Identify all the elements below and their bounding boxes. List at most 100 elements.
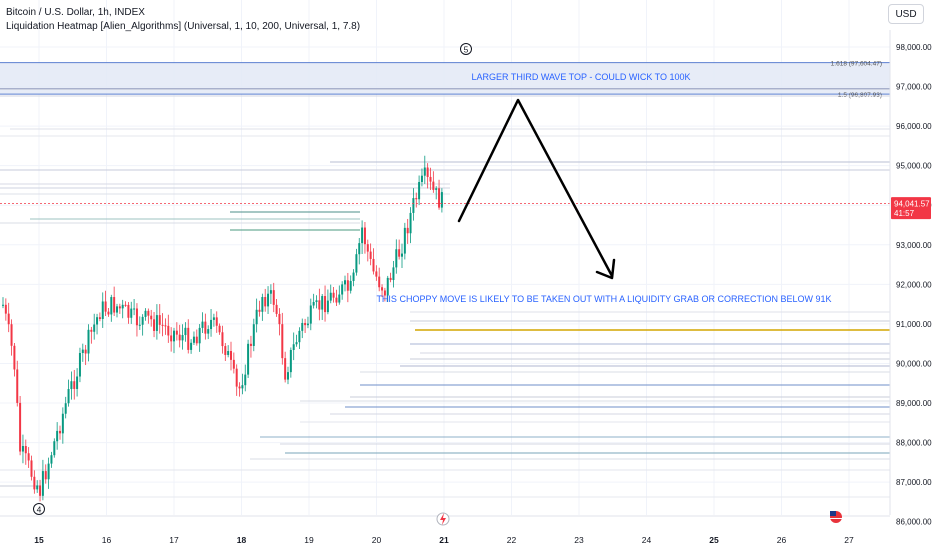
candle-body bbox=[61, 413, 64, 434]
currency-button[interactable]: USD bbox=[888, 4, 924, 24]
candle-body bbox=[164, 325, 167, 327]
candle-body bbox=[349, 280, 352, 291]
price-tick-label: 92,000.00 bbox=[896, 280, 932, 289]
candle-body bbox=[440, 192, 443, 208]
wave-label-circle[interactable] bbox=[460, 43, 472, 55]
candle-body bbox=[298, 330, 301, 343]
candle-body bbox=[167, 325, 170, 336]
candle-body bbox=[366, 244, 369, 252]
candle-body bbox=[93, 324, 96, 332]
candle-body bbox=[238, 386, 241, 389]
candle-body bbox=[161, 324, 164, 326]
candle-body bbox=[292, 344, 295, 350]
arrow-head-icon bbox=[595, 258, 616, 280]
candle-body bbox=[76, 376, 79, 389]
candle-body bbox=[264, 297, 267, 307]
drawn-arrow-path[interactable] bbox=[457, 98, 614, 278]
candle-body bbox=[13, 345, 16, 370]
candle-body bbox=[324, 296, 327, 313]
candle-body bbox=[335, 297, 338, 303]
time-tick-label: 27 bbox=[844, 535, 854, 545]
time-tick-label: 20 bbox=[372, 535, 382, 545]
candle-body bbox=[329, 292, 332, 301]
candle-body bbox=[10, 324, 13, 346]
candle-body bbox=[258, 309, 261, 312]
candle-body bbox=[426, 167, 429, 177]
candle-body bbox=[116, 306, 118, 313]
wave-label: 5 bbox=[464, 45, 469, 55]
candle-body bbox=[375, 271, 378, 277]
candle-body bbox=[181, 335, 184, 341]
candle-body bbox=[27, 453, 30, 461]
annotation-bottom-text[interactable]: THIS CHOPPY MOVE IS LIKELY TO BE TAKEN O… bbox=[376, 294, 831, 304]
symbol-title[interactable]: Bitcoin / U.S. Dollar, 1h, INDEX bbox=[6, 7, 145, 18]
candle-body bbox=[150, 315, 153, 320]
current-price-label: 94,041.57 bbox=[894, 200, 930, 209]
candle-body bbox=[252, 324, 255, 346]
candle-body bbox=[130, 308, 133, 318]
candle-body bbox=[64, 403, 67, 414]
candle-body bbox=[96, 317, 99, 325]
candle-body bbox=[47, 463, 50, 480]
candle-body bbox=[73, 381, 76, 389]
candle-body bbox=[59, 430, 61, 434]
time-tick-label: 26 bbox=[777, 535, 787, 545]
candle-body bbox=[138, 324, 141, 326]
time-tick-label: 19 bbox=[304, 535, 314, 545]
candle-body bbox=[36, 485, 39, 490]
candle-body bbox=[33, 476, 36, 490]
candle-body bbox=[249, 343, 252, 346]
candle-body bbox=[178, 334, 181, 341]
candle-body bbox=[267, 293, 270, 307]
candle-body bbox=[98, 317, 101, 319]
price-tick-label: 88,000.00 bbox=[896, 439, 932, 448]
candle-body bbox=[412, 198, 415, 213]
candle-body bbox=[190, 342, 193, 350]
time-tick-label: 17 bbox=[169, 535, 179, 545]
time-tick-label: 22 bbox=[507, 535, 517, 545]
current-price-badge[interactable] bbox=[891, 197, 931, 220]
candle-body bbox=[409, 212, 412, 234]
candle-body bbox=[383, 290, 386, 296]
candle-body bbox=[355, 254, 358, 273]
candle-body bbox=[24, 446, 27, 454]
candle-body bbox=[173, 330, 175, 342]
time-tick-label: 24 bbox=[642, 535, 652, 545]
indicator-title[interactable]: Liquidation Heatmap [Alien_Algorithms] (… bbox=[6, 21, 361, 32]
candle-body bbox=[224, 346, 227, 355]
candle-body bbox=[429, 176, 432, 182]
candle-body bbox=[158, 315, 161, 325]
candle-body bbox=[369, 251, 372, 259]
candle-body bbox=[227, 351, 230, 355]
wave-label-circle[interactable] bbox=[33, 503, 45, 515]
candle-body bbox=[432, 181, 435, 190]
candle-body bbox=[184, 327, 187, 336]
candle-body bbox=[113, 297, 116, 313]
annotation-top-text[interactable]: LARGER THIRD WAVE TOP - COULD WICK TO 10… bbox=[471, 72, 690, 82]
candle-body bbox=[423, 167, 426, 176]
candle-body bbox=[81, 349, 84, 353]
price-axis-bg bbox=[890, 0, 932, 550]
candle-body bbox=[418, 181, 421, 200]
candle-body bbox=[332, 292, 335, 298]
candle-body bbox=[70, 381, 73, 390]
candle-body bbox=[221, 332, 224, 347]
candle-body bbox=[338, 294, 341, 303]
time-tick-label: 25 bbox=[709, 535, 719, 545]
candle-body bbox=[7, 313, 10, 325]
candle-body bbox=[261, 297, 264, 312]
candle-body bbox=[4, 304, 7, 314]
candle-body bbox=[278, 313, 281, 325]
candle-body bbox=[21, 446, 24, 452]
us-flag-canton bbox=[830, 511, 836, 516]
fib-level-label: 1.618 (97,604.47) bbox=[831, 61, 882, 68]
candle-body bbox=[346, 280, 349, 291]
candle-body bbox=[170, 335, 173, 342]
candle-body bbox=[2, 304, 4, 306]
price-tick-label: 90,000.00 bbox=[896, 359, 932, 368]
candle-body bbox=[392, 267, 395, 281]
time-tick-label: 23 bbox=[574, 535, 584, 545]
candle-body bbox=[16, 369, 19, 403]
candle-body bbox=[147, 310, 150, 316]
